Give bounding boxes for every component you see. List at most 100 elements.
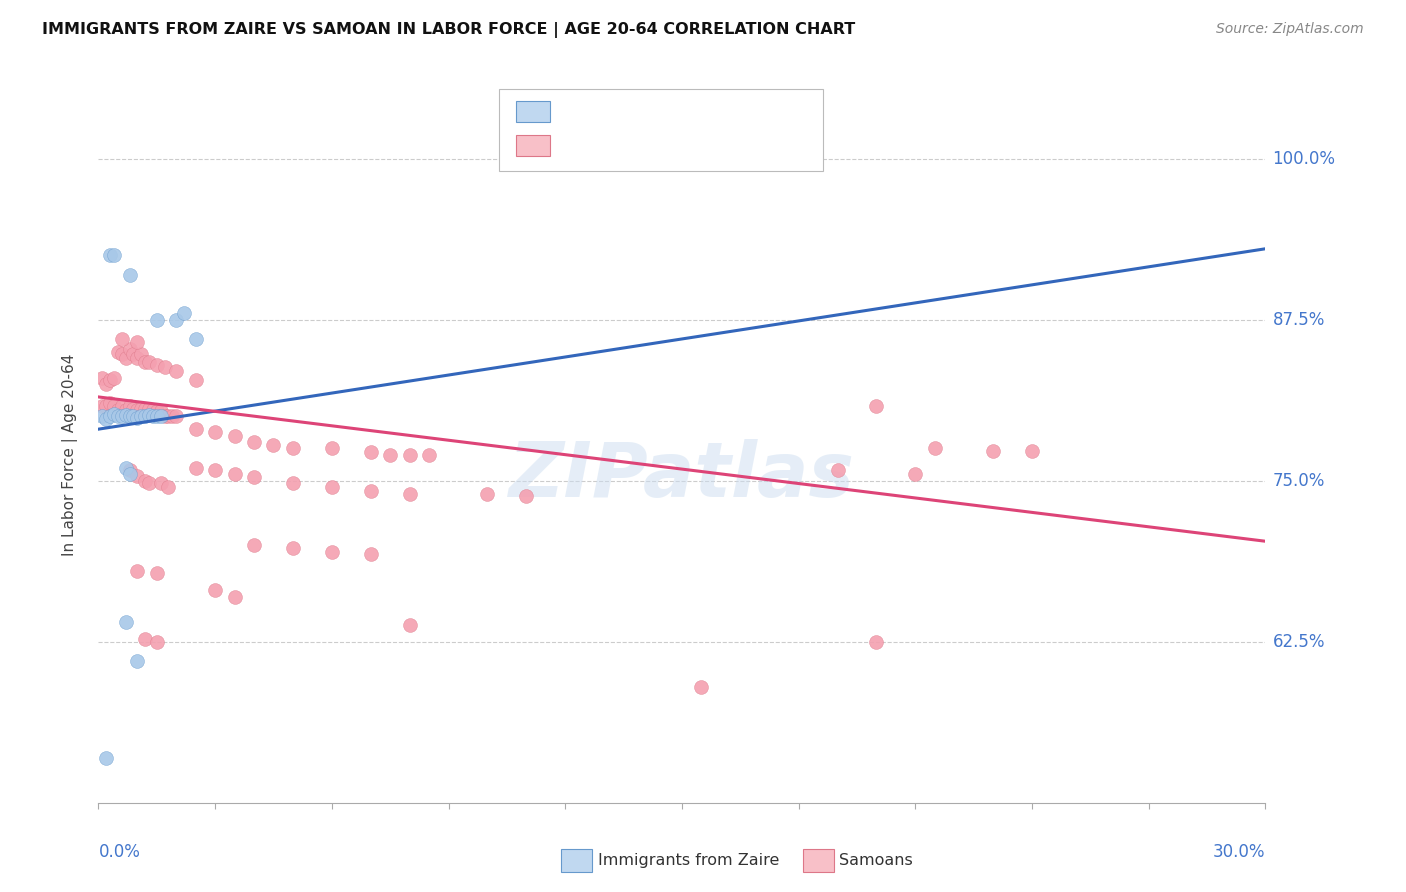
- Point: [153, 360, 176, 375]
- Point: [321, 442, 343, 456]
- Point: [224, 428, 246, 442]
- Point: [111, 399, 134, 413]
- Point: [146, 566, 169, 581]
- Point: [146, 358, 169, 372]
- Point: [118, 343, 141, 357]
- Point: [122, 401, 145, 416]
- Point: [184, 332, 207, 346]
- Point: [118, 467, 141, 482]
- Point: [243, 435, 266, 450]
- Point: [127, 351, 149, 366]
- Point: [157, 480, 180, 494]
- Point: [138, 401, 160, 416]
- Point: [107, 344, 129, 359]
- Point: [224, 467, 246, 482]
- Point: [114, 408, 136, 422]
- Point: [153, 409, 176, 424]
- Point: [127, 468, 149, 483]
- Point: [184, 460, 207, 475]
- Point: [127, 654, 149, 668]
- Point: [114, 615, 136, 630]
- Point: [398, 618, 420, 632]
- Point: [204, 583, 226, 598]
- Point: [281, 442, 304, 456]
- Point: [103, 407, 125, 421]
- Text: IMMIGRANTS FROM ZAIRE VS SAMOAN IN LABOR FORCE | AGE 20-64 CORRELATION CHART: IMMIGRANTS FROM ZAIRE VS SAMOAN IN LABOR…: [42, 22, 855, 38]
- Text: 0.207: 0.207: [598, 104, 648, 119]
- Point: [149, 404, 172, 418]
- Point: [134, 401, 156, 416]
- Point: [98, 373, 121, 387]
- Point: [204, 463, 226, 477]
- Point: [827, 463, 849, 477]
- Point: [98, 396, 121, 410]
- Point: [122, 409, 145, 424]
- Point: [103, 370, 125, 384]
- Point: [96, 399, 118, 413]
- Point: [360, 445, 382, 459]
- Point: [98, 409, 121, 424]
- Point: [96, 377, 118, 392]
- Point: [91, 399, 114, 413]
- Point: [321, 480, 343, 494]
- Point: [103, 248, 125, 262]
- Point: [107, 402, 129, 417]
- Point: [865, 399, 887, 413]
- Text: N =: N =: [665, 138, 696, 153]
- Text: 87.5%: 87.5%: [1272, 310, 1324, 328]
- Point: [281, 541, 304, 555]
- Text: R =: R =: [560, 138, 589, 153]
- Point: [398, 448, 420, 462]
- Point: [865, 634, 887, 648]
- Point: [138, 355, 160, 369]
- Point: [91, 370, 114, 384]
- Point: [107, 409, 129, 424]
- Point: [138, 476, 160, 491]
- Point: [904, 467, 927, 482]
- Text: N =: N =: [665, 104, 696, 119]
- Text: 30.0%: 30.0%: [1213, 843, 1265, 861]
- Point: [98, 248, 121, 262]
- Point: [165, 409, 187, 424]
- Point: [118, 463, 141, 477]
- Point: [96, 412, 118, 426]
- Point: [111, 332, 134, 346]
- Point: [127, 402, 149, 417]
- Point: [146, 312, 169, 326]
- Point: [162, 409, 184, 424]
- Point: [114, 460, 136, 475]
- Point: [111, 347, 134, 361]
- Text: 31: 31: [704, 104, 727, 119]
- Point: [134, 474, 156, 488]
- Point: [111, 409, 134, 424]
- Point: [165, 364, 187, 378]
- Text: -0.320: -0.320: [598, 138, 655, 153]
- Point: [981, 444, 1004, 458]
- Text: Samoans: Samoans: [839, 854, 912, 868]
- Point: [515, 489, 537, 503]
- Point: [204, 425, 226, 439]
- Point: [127, 410, 149, 425]
- Point: [184, 373, 207, 387]
- Point: [118, 409, 141, 424]
- Point: [118, 399, 141, 413]
- Point: [149, 409, 172, 424]
- Point: [157, 409, 180, 424]
- Point: [651, 152, 673, 166]
- Point: [122, 347, 145, 361]
- Text: Immigrants from Zaire: Immigrants from Zaire: [598, 854, 779, 868]
- Point: [690, 680, 713, 694]
- Point: [924, 442, 946, 456]
- Point: [142, 402, 165, 417]
- Point: [398, 486, 420, 500]
- Point: [281, 476, 304, 491]
- Text: ZIPatlas: ZIPatlas: [509, 439, 855, 513]
- Point: [146, 634, 169, 648]
- Text: 0.0%: 0.0%: [98, 843, 141, 861]
- Point: [129, 347, 152, 361]
- Point: [262, 437, 284, 451]
- Point: [96, 750, 118, 764]
- Point: [360, 547, 382, 561]
- Text: R =: R =: [560, 104, 589, 119]
- Point: [149, 476, 172, 491]
